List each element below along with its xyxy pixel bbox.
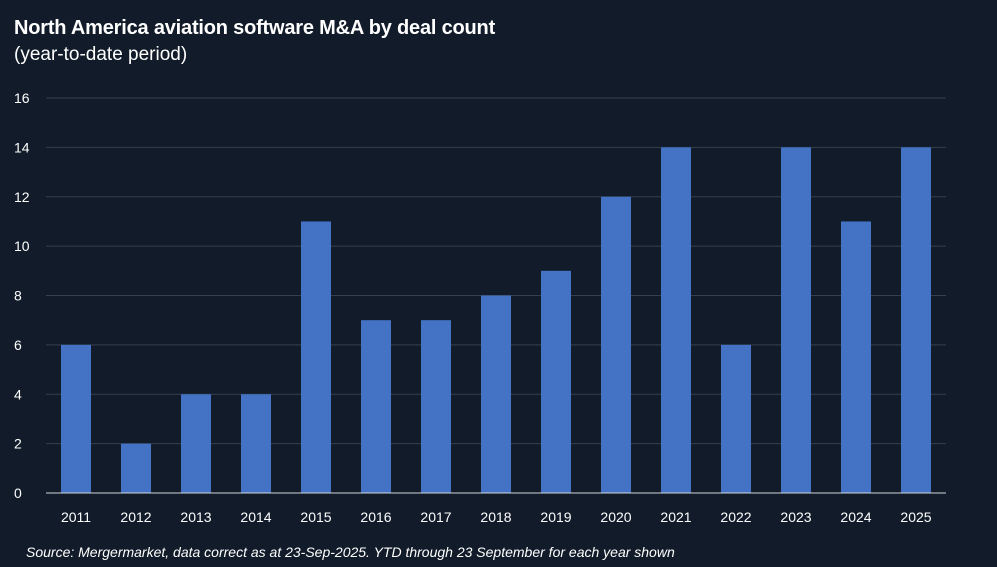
bar xyxy=(601,196,631,493)
x-tick-label: 2023 xyxy=(780,509,811,525)
x-tick-label: 2011 xyxy=(61,509,91,525)
x-tick-label: 2016 xyxy=(360,509,391,525)
bar xyxy=(301,221,331,493)
bar xyxy=(241,394,271,493)
x-tick-label: 2024 xyxy=(840,509,871,525)
bar xyxy=(841,221,871,493)
y-tick-label: 12 xyxy=(14,189,30,205)
bar xyxy=(781,147,811,493)
x-tick-label: 2012 xyxy=(120,509,151,525)
source-note: Source: Mergermarket, data correct as at… xyxy=(26,544,675,560)
x-tick-label: 2014 xyxy=(240,509,271,525)
chart-subtitle: (year-to-date period) xyxy=(14,44,188,65)
bar xyxy=(181,394,211,493)
bar xyxy=(361,320,391,493)
bar xyxy=(901,147,931,493)
x-tick-label: 2013 xyxy=(180,509,211,525)
x-tick-label: 2021 xyxy=(660,509,691,525)
x-tick-label: 2015 xyxy=(300,509,331,525)
chart-title: North America aviation software M&A by d… xyxy=(14,17,496,39)
x-tick-label: 2017 xyxy=(420,509,451,525)
x-tick-label: 2018 xyxy=(480,509,511,525)
bar xyxy=(541,270,571,493)
bar xyxy=(121,443,151,493)
y-tick-label: 10 xyxy=(14,238,30,254)
bar xyxy=(661,147,691,493)
x-tick-label: 2019 xyxy=(540,509,571,525)
y-tick-label: 8 xyxy=(14,288,22,304)
x-tick-label: 2020 xyxy=(600,509,631,525)
bar xyxy=(61,344,91,493)
y-tick-label: 0 xyxy=(14,485,22,501)
bar xyxy=(481,295,511,493)
y-tick-label: 4 xyxy=(14,386,22,402)
bar xyxy=(421,320,451,493)
x-tick-label: 2022 xyxy=(720,509,751,525)
y-tick-label: 6 xyxy=(14,337,22,353)
y-tick-label: 2 xyxy=(14,436,22,452)
y-tick-label: 16 xyxy=(14,90,30,106)
y-tick-label: 14 xyxy=(14,139,30,155)
bar xyxy=(721,344,751,493)
x-tick-label: 2025 xyxy=(900,509,931,525)
